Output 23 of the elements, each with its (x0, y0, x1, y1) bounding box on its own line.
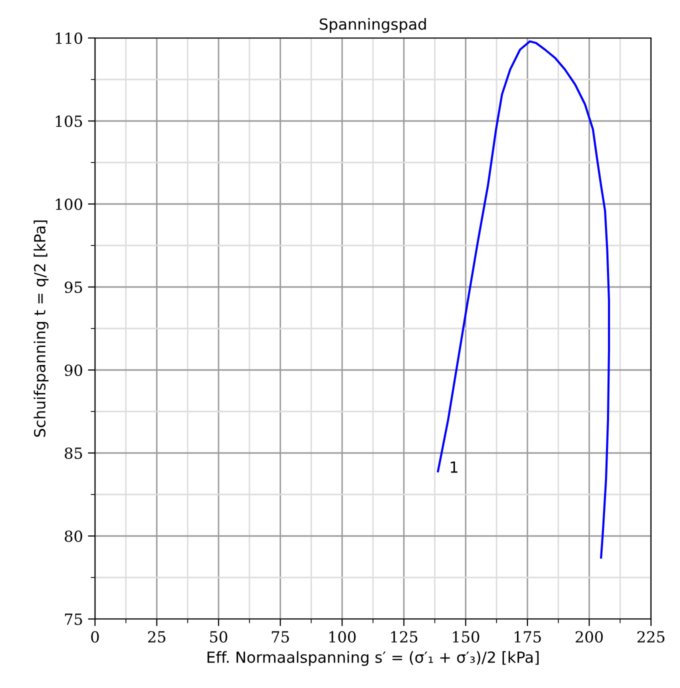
x-tick-label: 50 (210, 631, 228, 643)
y-tick-label: 100 (56, 198, 82, 210)
y-tick-label: 110 (56, 32, 82, 44)
y-tick-label: 105 (56, 115, 82, 128)
y-tick-label: 75 (65, 614, 82, 626)
x-tick-label: 125 (391, 631, 418, 643)
y-tick-label: 85 (64, 447, 82, 460)
line-series (436, 40, 610, 559)
annotation: 1 (450, 462, 458, 473)
y-tick-label: 80 (64, 530, 82, 542)
x-tick-label: 75 (272, 631, 289, 643)
y-axis-title: Schuifspanning t = q/2 [kPa] (34, 220, 48, 437)
x-tick-label: 100 (329, 631, 356, 643)
x-tick-label: 25 (148, 631, 166, 643)
x-tick-label: 175 (514, 631, 541, 643)
y-tick-label: 95 (64, 281, 82, 294)
y-tick-label: 90 (64, 364, 82, 376)
x-tick-label: 150 (452, 631, 480, 643)
chart-title: Spanningspad (320, 18, 426, 33)
x-tick-label: 225 (637, 631, 664, 643)
x-axis-title: Eff. Normaalspanning s′ = (σ′₁ + σ′₃)/2 [kPa] (208, 651, 539, 666)
x-tick-label: 0 (91, 631, 99, 643)
x-tick-label: 200 (576, 631, 603, 643)
